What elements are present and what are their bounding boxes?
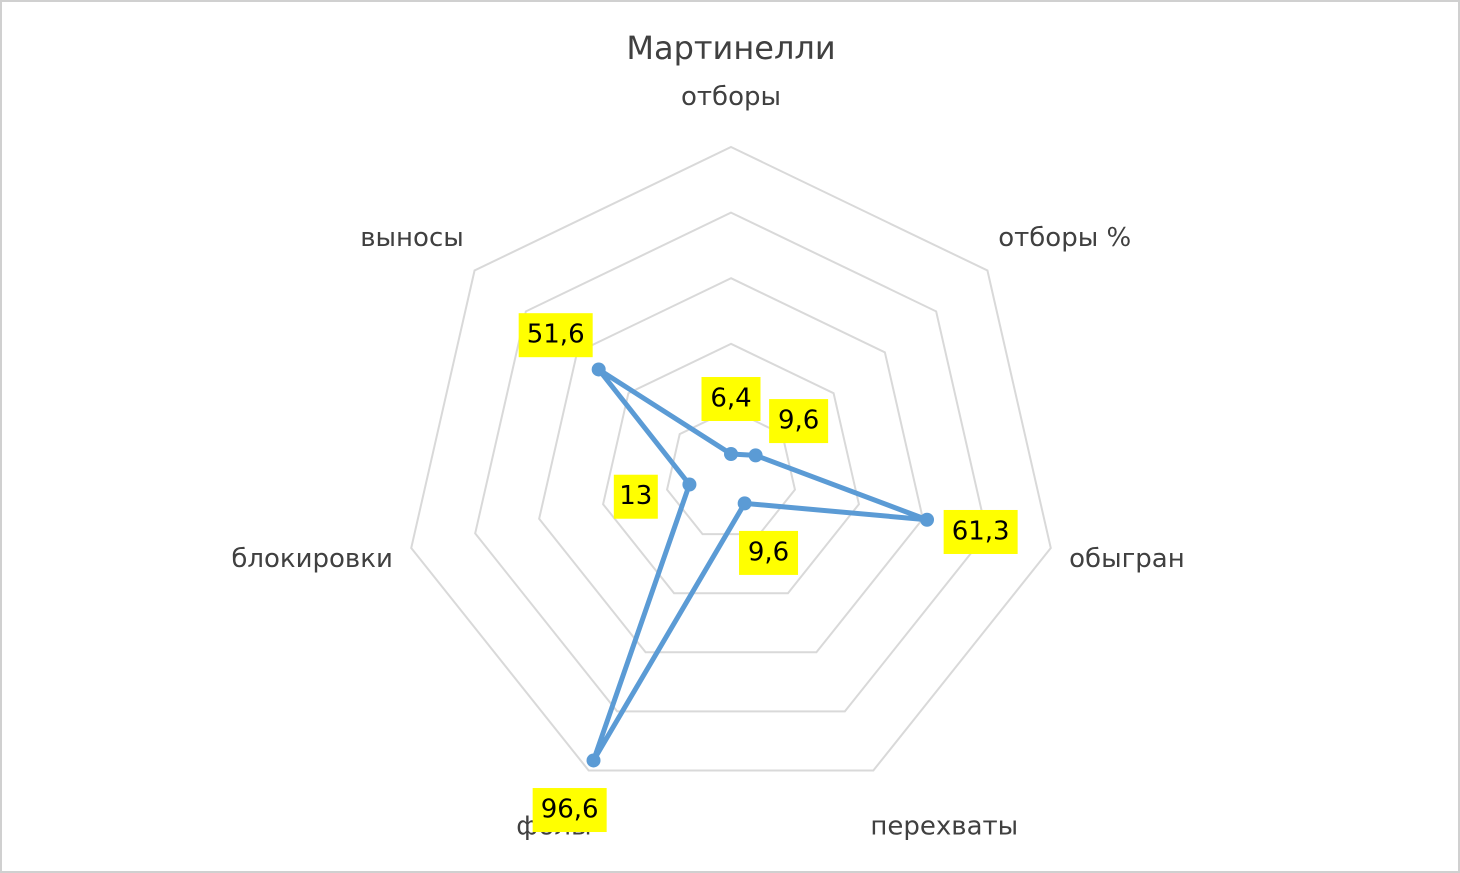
value-label-box bbox=[518, 313, 593, 358]
category-label: обыгран bbox=[1069, 544, 1185, 574]
value-label: 6,4 bbox=[710, 384, 751, 414]
data-point bbox=[737, 496, 752, 511]
grid-ring bbox=[602, 342, 860, 595]
chart-title: Мартинелли bbox=[626, 29, 835, 67]
value-label: 9,6 bbox=[778, 406, 819, 436]
value-label: 61,3 bbox=[952, 516, 1010, 546]
value-label-box bbox=[613, 474, 658, 519]
grid-ring bbox=[474, 211, 988, 713]
category-label: отборы % bbox=[998, 223, 1131, 253]
value-label-box bbox=[739, 530, 799, 575]
category-label: блокировки bbox=[231, 544, 393, 574]
data-point bbox=[682, 477, 697, 492]
value-label: 9,6 bbox=[748, 537, 789, 567]
grid-ring bbox=[665, 408, 797, 536]
data-point bbox=[586, 753, 601, 768]
value-label: 96,6 bbox=[541, 795, 599, 825]
value-label: 13 bbox=[619, 481, 652, 511]
data-point bbox=[591, 362, 606, 377]
category-label: перехваты bbox=[870, 811, 1018, 841]
category-label: выносы bbox=[360, 223, 464, 253]
data-point bbox=[724, 447, 738, 462]
data-point bbox=[748, 448, 763, 463]
data-point bbox=[920, 512, 935, 527]
grid-ring bbox=[538, 277, 924, 654]
series-line bbox=[591, 366, 930, 763]
value-label-box bbox=[769, 399, 829, 444]
value-label: 51,6 bbox=[527, 320, 585, 350]
category-label: отборы bbox=[681, 82, 781, 112]
grid-ring bbox=[410, 145, 1052, 772]
value-label-box bbox=[701, 377, 761, 422]
value-label-box bbox=[532, 788, 607, 833]
value-label-box bbox=[943, 509, 1018, 554]
